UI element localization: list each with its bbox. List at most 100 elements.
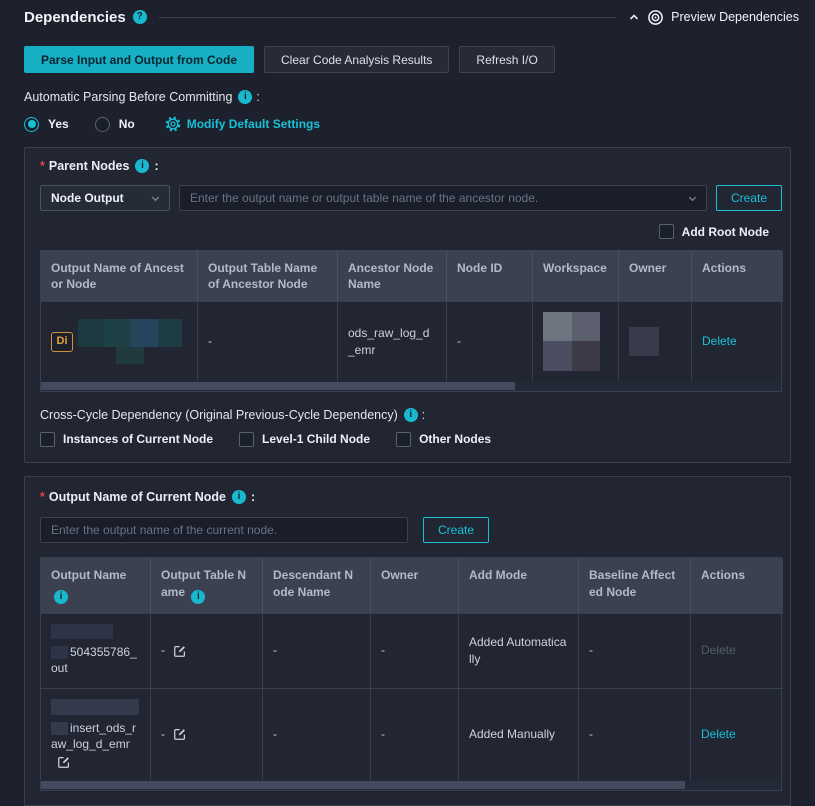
delete-link[interactable]: Delete	[701, 726, 736, 741]
column-header: Baseline Affected Node	[579, 558, 691, 613]
redacted-output-name	[78, 318, 182, 365]
add-root-label[interactable]: Add Root Node	[681, 224, 769, 239]
redacted-text	[51, 698, 139, 715]
actions-cell: Delete	[692, 301, 783, 381]
radio-yes[interactable]	[24, 116, 39, 132]
clear-analysis-button[interactable]: Clear Code Analysis Results	[264, 46, 450, 73]
info-icon[interactable]: i	[135, 159, 150, 173]
create-output-button[interactable]: Create	[423, 517, 490, 544]
chevron-down-icon	[688, 196, 697, 201]
page-title: Dependencies	[24, 8, 126, 26]
radio-no-label[interactable]: No	[118, 117, 135, 131]
descendant-node-name-cell: -	[263, 612, 371, 688]
current-node-label: Output Name of Current Node	[48, 490, 226, 505]
colon: :	[250, 490, 256, 505]
eye-icon	[647, 9, 664, 26]
level1-child-checkbox[interactable]	[239, 431, 255, 447]
column-header: Actions	[691, 558, 783, 613]
current-node-table: Output Name i Output Table Name i Descen…	[40, 557, 783, 780]
checkbox-label[interactable]: Other Nodes	[419, 432, 492, 447]
ancestor-node-name-cell: ods_raw_log_d_emr	[338, 301, 447, 382]
cross-cycle-label-row: Cross-Cycle Dependency (Original Previou…	[40, 408, 782, 423]
owner-cell: -	[371, 612, 459, 688]
output-name-cell: Di	[41, 301, 198, 382]
ancestor-search-input[interactable]: Enter the output name or output table na…	[179, 185, 707, 211]
help-icon[interactable]: ?	[132, 10, 147, 24]
horizontal-scrollbar	[40, 382, 782, 393]
delete-link-disabled: Delete	[701, 643, 736, 658]
checkbox-item: Instances of Current Node	[40, 431, 214, 447]
parse-io-button[interactable]: Parse Input and Output from Code	[24, 46, 255, 73]
table-header-row: Output Name i Output Table Name i Descen…	[41, 558, 783, 613]
column-header: Output Name i	[41, 558, 151, 613]
dependency-type-select[interactable]: Node Output	[40, 185, 170, 211]
dependencies-page: Dependencies ? Preview Dependencies Pars…	[24, 6, 799, 806]
table-header-row: Output Name of Ancestor Node Output Tabl…	[41, 251, 783, 302]
output-table-name-cell: -	[151, 687, 263, 780]
refresh-io-button[interactable]: Refresh I/O	[459, 46, 555, 73]
other-nodes-checkbox[interactable]	[396, 431, 412, 447]
add-root-checkbox[interactable]	[658, 224, 674, 239]
delete-link[interactable]: Delete	[702, 334, 737, 349]
actions-cell: Delete	[691, 612, 783, 688]
info-icon[interactable]: i	[191, 589, 206, 604]
column-header: Output Table Name of Ancestor Node	[198, 251, 338, 302]
owner-cell: -	[371, 687, 459, 780]
baseline-affected-cell: -	[579, 612, 691, 688]
divider	[158, 16, 617, 18]
checkbox-label[interactable]: Level-1 Child Node	[262, 432, 371, 447]
info-icon[interactable]: i	[54, 589, 68, 604]
redacted-owner	[629, 327, 659, 357]
column-header: Descendant Node Name	[263, 558, 371, 613]
auto-parsing-label: Automatic Parsing Before Committing	[24, 90, 233, 104]
descendant-node-name-cell: -	[263, 687, 371, 780]
radio-no[interactable]	[94, 116, 110, 132]
info-icon[interactable]: i	[231, 490, 246, 505]
auto-parsing-options: Yes No Modify Default Settings	[24, 115, 791, 133]
add-root-row: Add Root Node	[40, 223, 782, 240]
colon: :	[421, 408, 426, 423]
chevron-down-icon	[151, 196, 160, 201]
preview-dependencies-button[interactable]: Preview Dependencies	[671, 10, 799, 24]
info-icon[interactable]: i	[403, 408, 418, 423]
baseline-affected-cell: -	[579, 687, 691, 780]
info-icon[interactable]: i	[238, 90, 253, 104]
scrollbar-thumb[interactable]	[41, 780, 685, 789]
output-name-input[interactable]: Enter the output name of the current nod…	[40, 517, 408, 544]
redacted-text	[51, 721, 68, 735]
owner-cell	[619, 301, 692, 382]
column-header: Output Name of Ancestor Node	[41, 251, 198, 302]
redacted-workspace	[543, 312, 600, 372]
di-badge: Di	[51, 331, 73, 352]
column-header: Add Mode	[459, 558, 579, 613]
parent-nodes-label-row: * Parent Nodes i :	[40, 159, 782, 173]
section-header: Dependencies ? Preview Dependencies	[24, 6, 799, 28]
parent-node-controls: Node Output Enter the output name or out…	[40, 185, 782, 211]
toolbar: Parse Input and Output from Code Clear C…	[24, 46, 791, 73]
edit-icon[interactable]	[57, 755, 71, 769]
output-name-cell: insert_ods_raw_log_d_emr	[41, 687, 151, 780]
colon: :	[256, 90, 260, 104]
checkbox-item: Other Nodes	[396, 431, 492, 447]
edit-icon[interactable]	[173, 727, 187, 741]
modify-default-settings-link[interactable]: Modify Default Settings	[186, 117, 321, 131]
create-parent-button[interactable]: Create	[715, 185, 782, 211]
redacted-text	[51, 623, 113, 639]
collapse-chevron-icon[interactable]	[628, 11, 640, 23]
select-value: Node Output	[51, 191, 124, 205]
gear-icon	[165, 116, 181, 132]
actions-cell: Delete	[691, 687, 783, 780]
column-header: Ancestor Node Name	[338, 251, 447, 302]
checkbox-label[interactable]: Instances of Current Node	[63, 432, 214, 447]
edit-icon[interactable]	[173, 644, 187, 658]
redacted-text	[51, 645, 68, 659]
input-placeholder: Enter the output name of the current nod…	[51, 523, 278, 538]
node-id-cell: -	[447, 301, 533, 382]
radio-yes-label[interactable]: Yes	[48, 117, 69, 131]
current-node-controls: Enter the output name of the current nod…	[40, 517, 782, 544]
cross-cycle-options: Instances of Current Node Level-1 Child …	[40, 430, 782, 448]
output-name-cell: 504355786_out	[41, 612, 151, 688]
scrollbar-thumb[interactable]	[41, 382, 515, 391]
instances-checkbox[interactable]	[40, 431, 55, 447]
add-mode-cell: Added Automatically	[459, 612, 579, 688]
